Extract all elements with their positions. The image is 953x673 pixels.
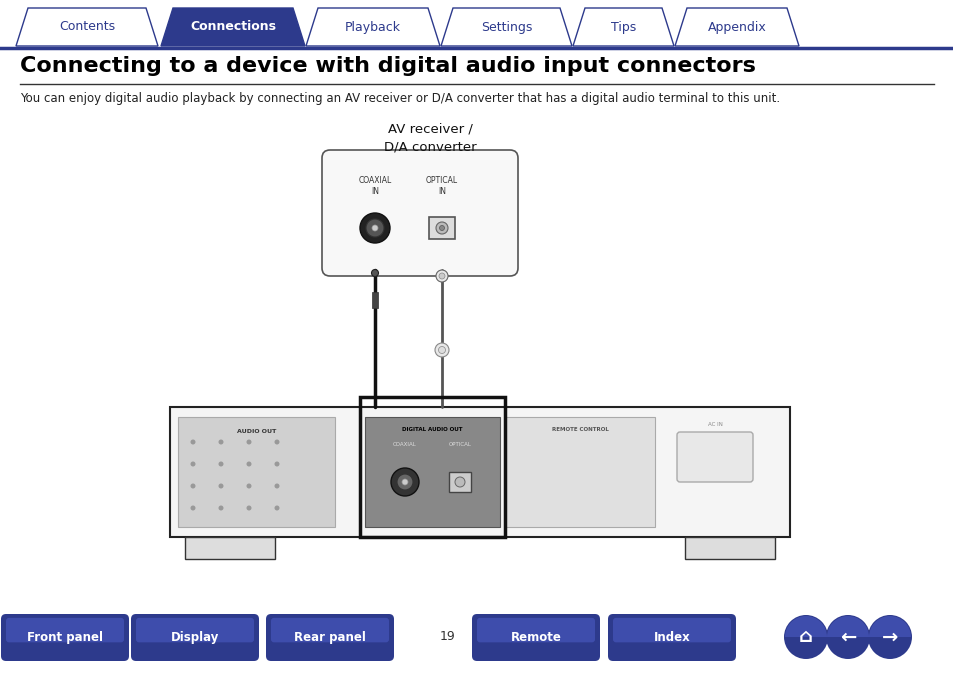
Text: Settings: Settings xyxy=(480,20,532,34)
Text: Playback: Playback xyxy=(345,20,400,34)
Bar xyxy=(684,537,774,559)
Bar xyxy=(504,417,655,527)
Text: COAXIAL
IN: COAXIAL IN xyxy=(358,176,392,196)
Text: AUDIO OUT: AUDIO OUT xyxy=(236,429,275,434)
Circle shape xyxy=(825,615,869,659)
Circle shape xyxy=(438,273,444,279)
Text: Connecting to a device with digital audio input connectors: Connecting to a device with digital audi… xyxy=(20,56,755,76)
Text: OPTICAL
IN: OPTICAL IN xyxy=(425,176,457,196)
Text: AC IN: AC IN xyxy=(707,422,721,427)
Polygon shape xyxy=(161,8,305,46)
Circle shape xyxy=(401,479,408,485)
FancyBboxPatch shape xyxy=(607,614,735,661)
Polygon shape xyxy=(573,8,673,46)
FancyBboxPatch shape xyxy=(429,217,455,239)
Text: Front panel: Front panel xyxy=(27,631,103,644)
Circle shape xyxy=(218,505,223,511)
Text: Remote: Remote xyxy=(510,631,561,644)
Text: Display: Display xyxy=(171,631,219,644)
Text: Index: Index xyxy=(653,631,690,644)
Text: ⌂: ⌂ xyxy=(799,627,812,647)
FancyBboxPatch shape xyxy=(136,618,253,642)
Wedge shape xyxy=(784,616,826,637)
Wedge shape xyxy=(868,616,910,637)
Bar xyxy=(359,397,504,537)
Text: ←: ← xyxy=(839,627,855,647)
FancyBboxPatch shape xyxy=(266,614,394,661)
Bar xyxy=(185,537,274,559)
Circle shape xyxy=(439,225,444,230)
Circle shape xyxy=(246,483,252,489)
Text: DIGITAL AUDIO OUT: DIGITAL AUDIO OUT xyxy=(402,427,462,432)
FancyBboxPatch shape xyxy=(131,614,258,661)
Circle shape xyxy=(366,219,384,237)
Text: AV receiver /
D/A converter: AV receiver / D/A converter xyxy=(383,123,476,153)
Circle shape xyxy=(371,269,378,277)
Circle shape xyxy=(436,270,448,282)
Circle shape xyxy=(218,483,223,489)
Text: REMOTE CONTROL: REMOTE CONTROL xyxy=(551,427,608,432)
Circle shape xyxy=(372,225,377,231)
Circle shape xyxy=(191,483,195,489)
FancyBboxPatch shape xyxy=(271,618,389,642)
Circle shape xyxy=(867,615,911,659)
FancyBboxPatch shape xyxy=(6,618,124,642)
Text: 19: 19 xyxy=(439,631,456,643)
Circle shape xyxy=(246,505,252,511)
Circle shape xyxy=(274,462,279,466)
Circle shape xyxy=(274,439,279,444)
Bar xyxy=(372,292,377,308)
Polygon shape xyxy=(16,8,158,46)
FancyBboxPatch shape xyxy=(1,614,129,661)
Circle shape xyxy=(391,468,418,496)
Text: OPTICAL: OPTICAL xyxy=(448,442,471,447)
Circle shape xyxy=(396,474,413,490)
Circle shape xyxy=(274,505,279,511)
Circle shape xyxy=(436,222,448,234)
Bar xyxy=(178,417,335,527)
Circle shape xyxy=(274,483,279,489)
Polygon shape xyxy=(440,8,572,46)
Text: Rear panel: Rear panel xyxy=(294,631,366,644)
Circle shape xyxy=(191,462,195,466)
FancyBboxPatch shape xyxy=(472,614,599,661)
Circle shape xyxy=(218,439,223,444)
Circle shape xyxy=(246,439,252,444)
Circle shape xyxy=(438,347,445,353)
Circle shape xyxy=(218,462,223,466)
Circle shape xyxy=(455,477,464,487)
Wedge shape xyxy=(826,616,868,637)
Circle shape xyxy=(435,343,449,357)
Text: COAXIAL: COAXIAL xyxy=(393,442,416,447)
Text: Connections: Connections xyxy=(190,20,275,34)
FancyBboxPatch shape xyxy=(677,432,752,482)
Text: Tips: Tips xyxy=(610,20,636,34)
FancyBboxPatch shape xyxy=(449,472,471,492)
Circle shape xyxy=(191,505,195,511)
Circle shape xyxy=(359,213,390,243)
FancyBboxPatch shape xyxy=(322,150,517,276)
Text: Appendix: Appendix xyxy=(707,20,765,34)
Text: →: → xyxy=(881,627,897,647)
Polygon shape xyxy=(675,8,799,46)
Bar xyxy=(365,417,499,527)
FancyBboxPatch shape xyxy=(476,618,595,642)
Circle shape xyxy=(246,462,252,466)
Circle shape xyxy=(783,615,827,659)
Text: Contents: Contents xyxy=(59,20,115,34)
Text: You can enjoy digital audio playback by connecting an AV receiver or D/A convert: You can enjoy digital audio playback by … xyxy=(20,92,780,105)
FancyBboxPatch shape xyxy=(613,618,730,642)
Circle shape xyxy=(191,439,195,444)
Polygon shape xyxy=(306,8,439,46)
Bar xyxy=(170,407,789,537)
